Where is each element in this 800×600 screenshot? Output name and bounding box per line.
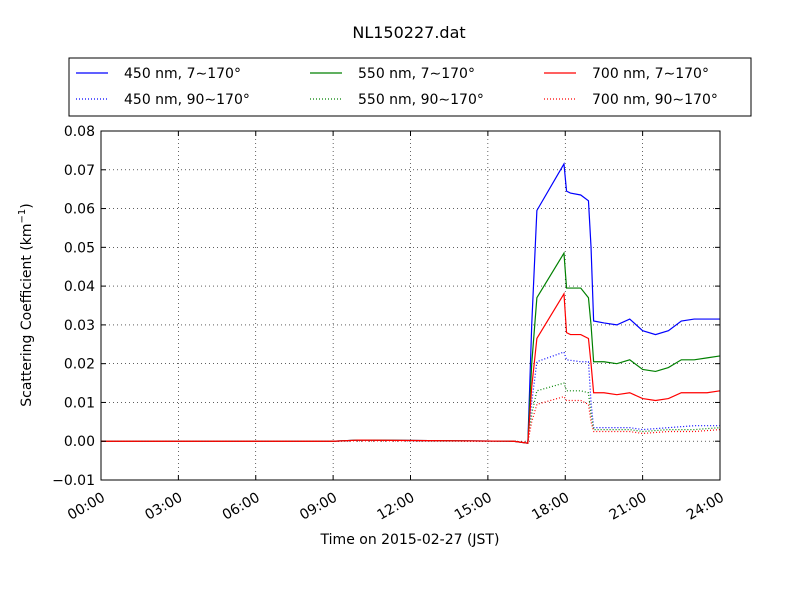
legend: 450 nm, 7∼170° 450 nm, 90∼170° 550 nm, 7∼1… (68, 57, 752, 117)
y-tick-label: 0.02 (64, 357, 95, 373)
y-tick-label: 0.06 (64, 202, 95, 218)
y-tick-label: −0.01 (52, 473, 95, 489)
series-line-5 (101, 291, 720, 444)
legend-label: 700 nm, 90∼170° (592, 92, 718, 108)
legend-label: 450 nm, 7∼170° (124, 66, 241, 82)
y-tick-label: 0.07 (64, 163, 95, 179)
legend-label: 550 nm, 7∼170° (358, 66, 475, 82)
y-tick-label: 0.00 (64, 434, 95, 450)
y-tick-labels: −0.01 0.00 0.01 0.02 0.03 0.04 0.05 0.06 0.07 0.0… (52, 124, 95, 489)
y-tick-label: 0.04 (64, 279, 95, 295)
y-axis-label-main: Scattering Coefficient (km (19, 223, 35, 406)
legend-frame (68, 57, 752, 117)
ticks (100, 130, 721, 481)
legend-label: 700 nm, 7∼170° (592, 66, 709, 82)
series-layer (101, 162, 720, 444)
y-tick-label: 0.05 (64, 240, 95, 256)
legend-label: 450 nm, 90∼170° (124, 92, 250, 108)
chart-title: NL150227.dat (352, 23, 465, 42)
y-axis-label-close: ) (19, 203, 35, 208)
legend-label: 550 nm, 90∼170° (358, 92, 484, 108)
series-line-4 (101, 382, 720, 444)
series-line-6 (101, 395, 720, 444)
y-axis-label: Scattering Coefficient (km−1) (17, 203, 35, 407)
y-tick-label: 0.03 (64, 318, 95, 334)
y-axis-label-superscript: −1 (17, 209, 28, 224)
x-axis-label: Time on 2015-02-27 (JST) (320, 532, 500, 548)
y-tick-label: 0.01 (64, 395, 95, 411)
y-tick-label: 0.08 (64, 124, 95, 140)
